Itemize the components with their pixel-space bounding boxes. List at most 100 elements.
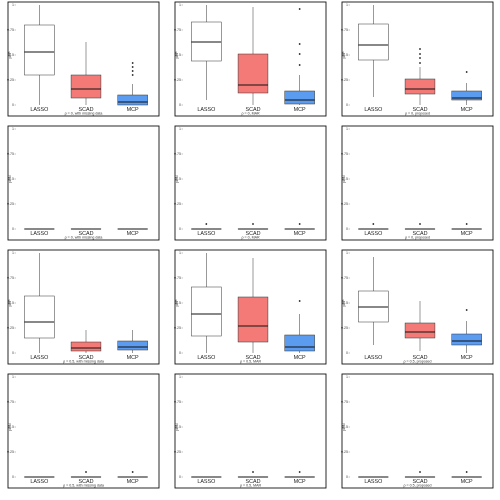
- y-axis-label: pFP: [175, 51, 179, 58]
- category-label: LASSO: [197, 355, 215, 361]
- box-mcp: [451, 471, 482, 478]
- category-label: MCP: [294, 479, 306, 485]
- box-mcp: [117, 471, 148, 478]
- outlier-point: [298, 223, 301, 225]
- panel-caption: ρ = 0.5, proposed: [403, 359, 431, 363]
- panel-caption: ρ = 0, with missing data: [65, 111, 103, 115]
- box-lasso: [358, 257, 389, 345]
- category-label: SCAD: [413, 231, 428, 237]
- y-tick-label: 0.75: [341, 400, 348, 404]
- category-label: LASSO: [197, 107, 215, 113]
- box-body: [24, 295, 55, 339]
- box-body: [70, 74, 102, 99]
- y-axis-label: pFN: [175, 175, 179, 182]
- y-tick-label: 0.5: [9, 53, 14, 57]
- category-label: LASSO: [30, 107, 48, 113]
- y-tick-label: 0.5: [343, 177, 348, 181]
- box-mcp: [117, 330, 148, 353]
- box-scad: [237, 258, 269, 353]
- panel-frame: [341, 125, 494, 241]
- category-label: MCP: [294, 355, 306, 361]
- box-mcp: [284, 300, 315, 353]
- category-label: MCP: [461, 355, 473, 361]
- y-tick-label: 0: [346, 103, 348, 107]
- y-tick-label: 0.25: [7, 326, 14, 330]
- panel-3: 0 0.25 0.5 0.75 1 pFP LASSO SCAD MCP ρ = 0, propo…: [341, 1, 494, 117]
- y-tick-label: 0.75: [174, 276, 181, 280]
- category-label: SCAD: [413, 107, 428, 113]
- panel-6: 0 0.25 0.5 0.75 1 pFN LASSO SCAD MCP ρ = 0, propo…: [341, 125, 494, 241]
- category-label: SCAD: [79, 231, 94, 237]
- box-mcp: [451, 71, 482, 105]
- box-body: [404, 78, 436, 95]
- category-label: LASSO: [30, 231, 48, 237]
- category-label: MCP: [294, 107, 306, 113]
- outlier-point: [298, 471, 301, 473]
- outlier-point: [465, 471, 468, 473]
- y-tick-label: 0: [346, 351, 348, 355]
- box-mcp: [117, 62, 148, 106]
- panel-caption: ρ = 0.5, with missing data: [63, 483, 104, 487]
- panel-1: 0 0.25 0.5 0.75 1 pFP LASSO SCAD MCP ρ = 0, with …: [7, 1, 160, 117]
- category-label: SCAD: [246, 355, 261, 361]
- box-mcp: [284, 223, 315, 230]
- category-label: LASSO: [197, 479, 215, 485]
- y-axis-label: pFP: [342, 51, 346, 58]
- y-tick-label: 0.25: [174, 450, 181, 454]
- box-body: [70, 341, 102, 352]
- box-lasso: [358, 5, 389, 97]
- category-label: MCP: [127, 479, 139, 485]
- y-tick-label: 0.5: [176, 177, 181, 181]
- y-tick-label: 0.75: [7, 276, 14, 280]
- y-tick-label: 0.25: [7, 450, 14, 454]
- y-tick-label: 0.75: [7, 400, 14, 404]
- box-body: [284, 334, 315, 352]
- category-label: SCAD: [246, 231, 261, 237]
- panel-caption: ρ = 0.5, proposed: [403, 483, 431, 487]
- outlier-point: [372, 223, 375, 225]
- panel-9: 0 0.25 0.5 0.75 1 pFP LASSO SCAD MCP ρ = 0.5, pro…: [341, 249, 494, 365]
- y-axis-label: pFP: [175, 299, 179, 306]
- panel-11: 0 0.25 0.5 0.75 1 pFN LASSO SCAD MCP ρ = 0.5, MAR: [174, 373, 327, 489]
- outlier-point: [419, 62, 421, 64]
- category-label: LASSO: [364, 355, 382, 361]
- outlier-point: [252, 223, 254, 225]
- panel-4: 0 0.25 0.5 0.75 1 pFN LASSO SCAD MCP ρ = 0, with …: [7, 125, 160, 241]
- y-tick-label: 0: [346, 475, 348, 479]
- category-label: SCAD: [413, 355, 428, 361]
- category-label: SCAD: [413, 479, 428, 485]
- panel-8: 0 0.25 0.5 0.75 1 pFP LASSO SCAD MCP ρ = 0.5, MAR: [174, 249, 327, 365]
- category-label: LASSO: [364, 231, 382, 237]
- box-scad: [404, 301, 436, 351]
- category-label: MCP: [461, 479, 473, 485]
- outlier-point: [419, 48, 421, 50]
- panel-frame: [174, 373, 327, 489]
- outlier-point: [465, 309, 468, 311]
- y-tick-label: 0.25: [341, 450, 348, 454]
- panel-12: 0 0.25 0.5 0.75 1 pFN LASSO SCAD MCP ρ = 0.5, pro…: [341, 373, 494, 489]
- y-tick-label: 0.25: [341, 326, 348, 330]
- y-tick-label: 0.5: [343, 301, 348, 305]
- y-tick-label: 1: [179, 251, 181, 255]
- outlier-point: [252, 471, 254, 473]
- y-tick-label: 0.5: [9, 301, 14, 305]
- outlier-point: [298, 8, 301, 10]
- panel-frame: [341, 373, 494, 489]
- y-axis-label: pFN: [8, 175, 12, 182]
- box-body: [191, 286, 222, 337]
- panel-caption: ρ = 0.5, MAR: [240, 359, 262, 363]
- panel-frame: [7, 125, 160, 241]
- box-body: [284, 90, 315, 105]
- y-tick-label: 1: [179, 127, 181, 131]
- outlier-point: [419, 57, 421, 59]
- box-scad: [404, 223, 436, 230]
- panel-caption: ρ = 0, proposed: [405, 111, 430, 115]
- y-tick-label: 1: [12, 375, 14, 379]
- y-tick-label: 0: [12, 351, 14, 355]
- y-tick-label: 1: [179, 3, 181, 7]
- y-axis-label: pFN: [8, 423, 12, 430]
- y-tick-label: 0.25: [341, 202, 348, 206]
- y-tick-label: 0: [179, 103, 181, 107]
- outlier-point: [131, 74, 134, 76]
